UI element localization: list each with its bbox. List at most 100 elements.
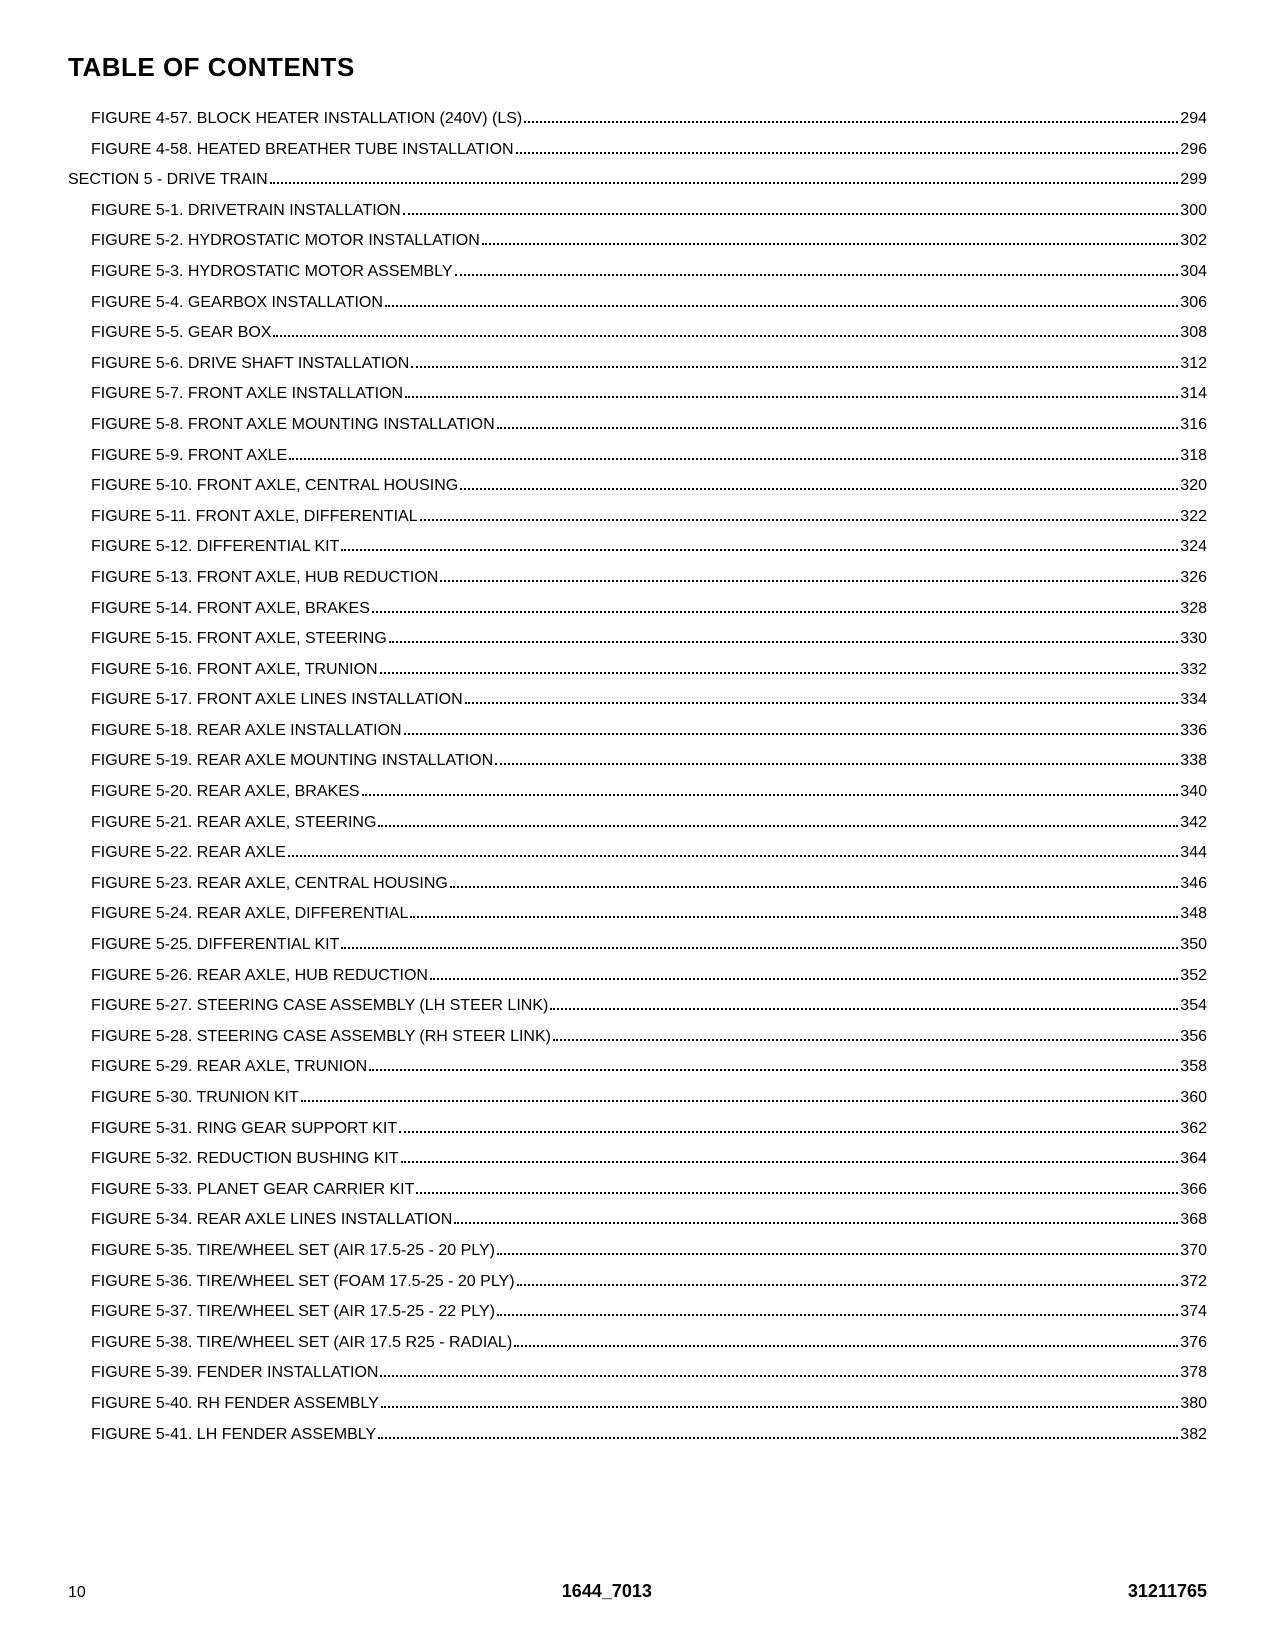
toc-page-number: 300 xyxy=(1180,203,1207,219)
toc-page-number: 348 xyxy=(1180,906,1207,922)
toc-label: FIGURE 5-13. FRONT AXLE, HUB REDUCTION xyxy=(91,570,438,586)
toc-label: FIGURE 5-37. TIRE/WHEEL SET (AIR 17.5-25… xyxy=(91,1304,495,1320)
toc-label: FIGURE 5-27. STEERING CASE ASSEMBLY (LH … xyxy=(91,998,548,1014)
toc-page-number: 336 xyxy=(1180,723,1207,739)
toc-page-number: 374 xyxy=(1180,1304,1207,1320)
toc-page-number: 366 xyxy=(1180,1182,1207,1198)
toc-label: FIGURE 5-41. LH FENDER ASSEMBLY xyxy=(91,1427,376,1443)
toc-entry: FIGURE 5-18. REAR AXLE INSTALLATION 336 xyxy=(91,723,1207,739)
toc-leader-dots xyxy=(497,419,1179,429)
toc-page-number: 322 xyxy=(1180,509,1207,525)
toc-page-number: 332 xyxy=(1180,662,1207,678)
toc-label: FIGURE 5-36. TIRE/WHEEL SET (FOAM 17.5-2… xyxy=(91,1274,515,1290)
toc-leader-dots xyxy=(524,113,1178,123)
toc-page-number: 316 xyxy=(1180,417,1207,433)
toc-leader-dots xyxy=(341,939,1178,949)
toc-page-number: 294 xyxy=(1180,111,1207,127)
toc-leader-dots xyxy=(385,297,1178,307)
toc-entry: FIGURE 5-14. FRONT AXLE, BRAKES 328 xyxy=(91,601,1207,617)
page-footer: 10 1644_7013 31211765 xyxy=(68,1581,1207,1602)
toc-entry: FIGURE 5-23. REAR AXLE, CENTRAL HOUSING … xyxy=(91,876,1207,892)
toc-label: FIGURE 5-26. REAR AXLE, HUB REDUCTION xyxy=(91,968,428,984)
toc-leader-dots xyxy=(465,695,1179,705)
toc-page-number: 368 xyxy=(1180,1212,1207,1228)
toc-entry: FIGURE 5-5. GEAR BOX 308 xyxy=(91,325,1207,341)
toc-leader-dots xyxy=(497,1307,1178,1317)
toc-entry: FIGURE 5-4. GEARBOX INSTALLATION 306 xyxy=(91,295,1207,311)
toc-page-number: 376 xyxy=(1180,1335,1207,1351)
toc-page-number: 342 xyxy=(1180,815,1207,831)
toc-entry: FIGURE 5-35. TIRE/WHEEL SET (AIR 17.5-25… xyxy=(91,1243,1207,1259)
toc-entry: FIGURE 5-31. RING GEAR SUPPORT KIT 362 xyxy=(91,1121,1207,1137)
toc-entry: FIGURE 5-26. REAR AXLE, HUB REDUCTION 35… xyxy=(91,968,1207,984)
toc-entry: FIGURE 5-3. HYDROSTATIC MOTOR ASSEMBLY 3… xyxy=(91,264,1207,280)
toc-leader-dots xyxy=(514,1337,1178,1347)
toc-leader-dots xyxy=(440,572,1178,582)
toc-entry: FIGURE 5-28. STEERING CASE ASSEMBLY (RH … xyxy=(91,1029,1207,1045)
toc-page-number: 296 xyxy=(1180,142,1207,158)
toc-entry: FIGURE 5-17. FRONT AXLE LINES INSTALLATI… xyxy=(91,692,1207,708)
toc-leader-dots xyxy=(362,786,1179,796)
toc-page-number: 364 xyxy=(1180,1151,1207,1167)
toc-leader-dots xyxy=(416,1184,1178,1194)
toc-page-number: 304 xyxy=(1180,264,1207,280)
toc-leader-dots xyxy=(550,1001,1178,1011)
toc-label: FIGURE 5-28. STEERING CASE ASSEMBLY (RH … xyxy=(91,1029,551,1045)
toc-leader-dots xyxy=(289,450,1178,460)
page-title: TABLE OF CONTENTS xyxy=(68,52,1207,83)
toc-label: FIGURE 5-35. TIRE/WHEEL SET (AIR 17.5-25… xyxy=(91,1243,495,1259)
toc-leader-dots xyxy=(372,603,1178,613)
footer-page-number: 10 xyxy=(68,1584,86,1602)
toc-label: FIGURE 5-12. DIFFERENTIAL KIT xyxy=(91,539,339,555)
toc-leader-dots xyxy=(341,542,1178,552)
toc-page-number: 326 xyxy=(1180,570,1207,586)
toc-page-number: 344 xyxy=(1180,845,1207,861)
toc-page-number: 346 xyxy=(1180,876,1207,892)
toc-label: FIGURE 5-38. TIRE/WHEEL SET (AIR 17.5 R2… xyxy=(91,1335,512,1351)
toc-page-number: 314 xyxy=(1180,386,1207,402)
toc-entry: FIGURE 5-6. DRIVE SHAFT INSTALLATION 312 xyxy=(91,356,1207,372)
toc-leader-dots xyxy=(404,725,1179,735)
toc-leader-dots xyxy=(369,1062,1178,1072)
toc-label: FIGURE 5-39. FENDER INSTALLATION xyxy=(91,1365,378,1381)
toc-leader-dots xyxy=(517,1276,1179,1286)
toc-leader-dots xyxy=(288,848,1179,858)
toc-entry: FIGURE 5-7. FRONT AXLE INSTALLATION 314 xyxy=(91,386,1207,402)
toc-page-number: 354 xyxy=(1180,998,1207,1014)
toc-page-number: 320 xyxy=(1180,478,1207,494)
toc-page-number: 380 xyxy=(1180,1396,1207,1412)
toc-label: FIGURE 5-10. FRONT AXLE, CENTRAL HOUSING xyxy=(91,478,458,494)
toc-page-number: 378 xyxy=(1180,1365,1207,1381)
toc-page-number: 312 xyxy=(1180,356,1207,372)
toc-label: FIGURE 5-20. REAR AXLE, BRAKES xyxy=(91,784,360,800)
toc-entry: FIGURE 4-57. BLOCK HEATER INSTALLATION (… xyxy=(91,111,1207,127)
toc-leader-dots xyxy=(399,1123,1178,1133)
toc-entry: FIGURE 5-10. FRONT AXLE, CENTRAL HOUSING… xyxy=(91,478,1207,494)
toc-entry: FIGURE 5-16. FRONT AXLE, TRUNION 332 xyxy=(91,662,1207,678)
toc-label: FIGURE 5-17. FRONT AXLE LINES INSTALLATI… xyxy=(91,692,463,708)
toc-entry: FIGURE 5-30. TRUNION KIT 360 xyxy=(91,1090,1207,1106)
toc-label: FIGURE 5-15. FRONT AXLE, STEERING xyxy=(91,631,387,647)
toc-leader-dots xyxy=(450,878,1178,888)
toc-entry: FIGURE 5-8. FRONT AXLE MOUNTING INSTALLA… xyxy=(91,417,1207,433)
toc-leader-dots xyxy=(460,481,1178,491)
toc-label: FIGURE 5-11. FRONT AXLE, DIFFERENTIAL xyxy=(91,509,418,525)
toc-label: FIGURE 5-9. FRONT AXLE xyxy=(91,448,287,464)
toc-label: FIGURE 5-4. GEARBOX INSTALLATION xyxy=(91,295,383,311)
toc-leader-dots xyxy=(380,664,1179,674)
toc-page-number: 328 xyxy=(1180,601,1207,617)
toc-entry: FIGURE 5-13. FRONT AXLE, HUB REDUCTION 3… xyxy=(91,570,1207,586)
toc-label: FIGURE 5-40. RH FENDER ASSEMBLY xyxy=(91,1396,379,1412)
footer-part-number: 31211765 xyxy=(1128,1581,1207,1602)
toc-page-number: 356 xyxy=(1180,1029,1207,1045)
toc-leader-dots xyxy=(430,970,1178,980)
toc-page-number: 306 xyxy=(1180,295,1207,311)
toc-leader-dots xyxy=(389,634,1179,644)
toc-entry: FIGURE 5-21. REAR AXLE, STEERING 342 xyxy=(91,815,1207,831)
toc-label: FIGURE 5-8. FRONT AXLE MOUNTING INSTALLA… xyxy=(91,417,495,433)
toc-label: FIGURE 5-23. REAR AXLE, CENTRAL HOUSING xyxy=(91,876,448,892)
toc-entry: FIGURE 5-9. FRONT AXLE 318 xyxy=(91,448,1207,464)
toc-page-number: 318 xyxy=(1180,448,1207,464)
toc-label: FIGURE 5-16. FRONT AXLE, TRUNION xyxy=(91,662,378,678)
toc-page-number: 350 xyxy=(1180,937,1207,953)
